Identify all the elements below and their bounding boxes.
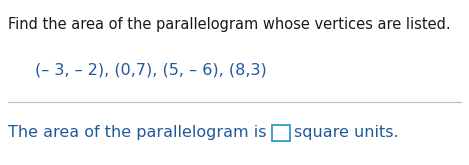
Text: (– 3, – 2), (0,7), (5, – 6), (8,3): (– 3, – 2), (0,7), (5, – 6), (8,3) [35, 63, 267, 78]
Text: The area of the parallelogram is: The area of the parallelogram is [8, 125, 272, 140]
Text: square units.: square units. [294, 125, 398, 140]
Bar [272, 125, 290, 141]
Text: Find the area of the parallelogram whose vertices are listed.: Find the area of the parallelogram whose… [8, 16, 451, 32]
